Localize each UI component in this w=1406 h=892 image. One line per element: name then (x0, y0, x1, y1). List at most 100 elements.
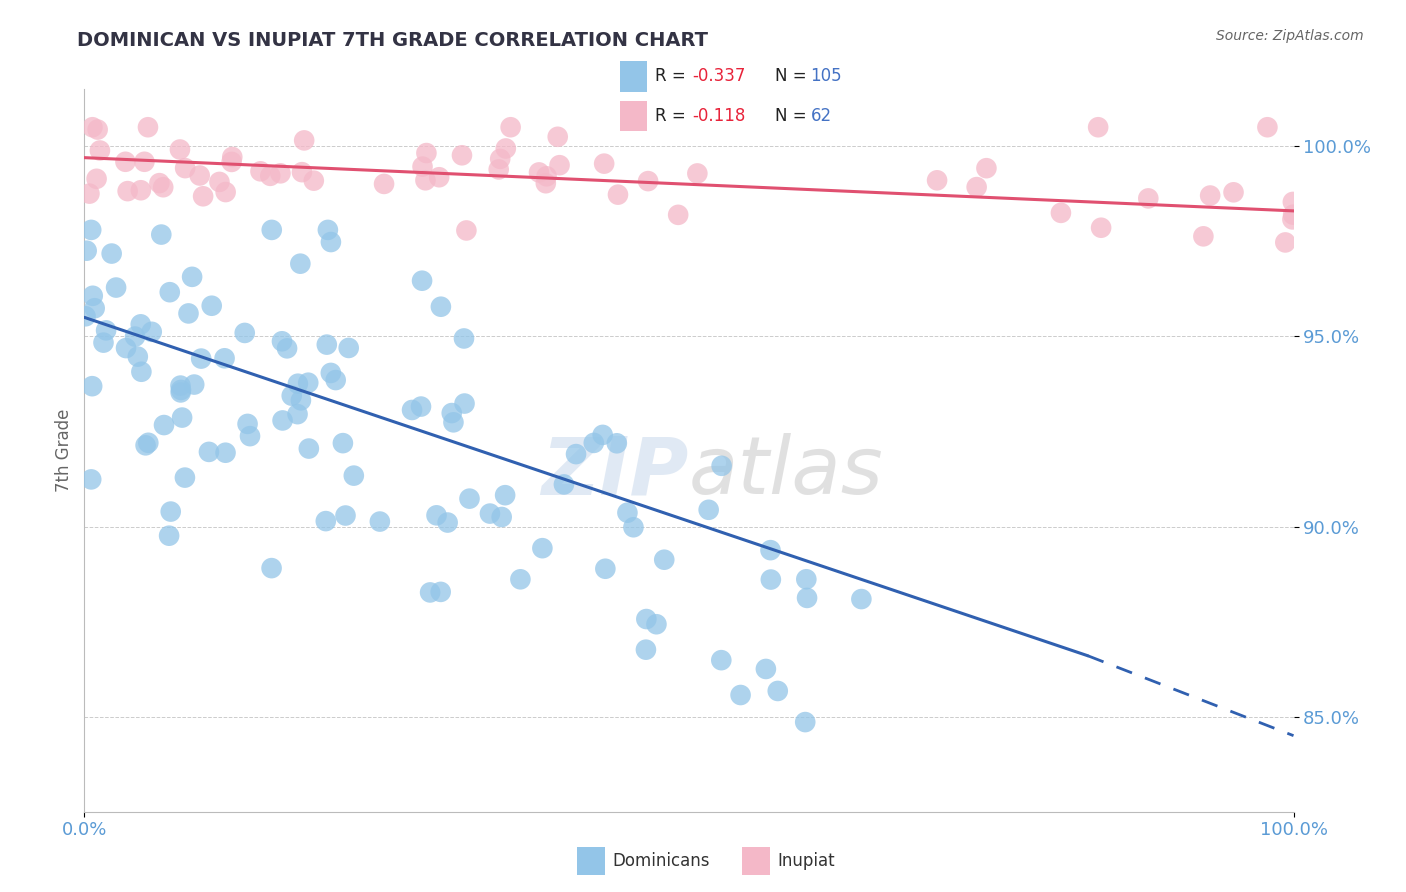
Point (93, 335, 115, 350)
Point (276, 342, 298, 356)
Point (851, 592, 873, 607)
Point (221, 150, 243, 164)
Point (174, 470, 197, 484)
Point (337, 341, 360, 355)
Point (335, 508, 357, 523)
Point (174, 161, 197, 175)
Point (499, 120, 522, 135)
Point (80, 472, 103, 486)
Point (269, 166, 291, 180)
Point (214, 185, 236, 199)
Point (429, 585, 451, 599)
Point (183, 377, 205, 392)
Point (271, 334, 294, 349)
Point (260, 561, 283, 575)
Point (115, 341, 138, 355)
Point (425, 508, 447, 523)
Bar (576, 847, 605, 875)
Point (430, 300, 453, 314)
Point (401, 403, 423, 417)
Point (236, 417, 259, 431)
Point (152, 180, 174, 194)
Point (710, 653, 733, 667)
Point (494, 488, 516, 502)
Point (419, 585, 441, 599)
Point (221, 155, 243, 169)
Point (188, 169, 211, 183)
Bar (620, 101, 647, 131)
Point (82, 289, 104, 303)
Point (1090, 220, 1112, 235)
Point (287, 407, 309, 421)
Point (478, 507, 501, 521)
Point (636, 612, 658, 626)
Point (766, 684, 789, 698)
Point (100, 246, 122, 260)
Point (136, 435, 159, 450)
Point (458, 491, 481, 506)
Point (75, 310, 97, 324)
Point (1274, 235, 1296, 250)
Point (297, 376, 319, 390)
Point (129, 183, 152, 197)
Text: N =: N = (775, 107, 811, 125)
Point (124, 329, 146, 343)
Point (536, 169, 558, 184)
Point (169, 143, 191, 157)
Point (82, 379, 104, 393)
Point (315, 514, 337, 528)
Point (443, 415, 465, 429)
Point (148, 176, 170, 190)
Point (249, 164, 271, 178)
Bar (742, 847, 770, 875)
Point (94, 323, 117, 337)
Point (491, 510, 513, 524)
Point (177, 306, 200, 320)
Point (172, 410, 194, 425)
Point (436, 516, 458, 530)
Point (637, 174, 659, 188)
Point (83, 301, 105, 316)
Text: -0.337: -0.337 (693, 68, 745, 86)
Point (319, 366, 342, 380)
Y-axis label: 7th Grade: 7th Grade (55, 409, 73, 492)
Point (1050, 206, 1073, 220)
Point (686, 166, 709, 180)
Text: ZIP: ZIP (541, 434, 689, 511)
Point (76, 244, 98, 258)
Point (86, 171, 108, 186)
Point (259, 169, 281, 183)
Point (509, 572, 531, 586)
Point (1192, 229, 1215, 244)
Point (153, 418, 176, 433)
Point (710, 458, 733, 473)
Text: N =: N = (775, 68, 811, 86)
Point (298, 442, 321, 456)
Point (427, 170, 450, 185)
Point (214, 446, 236, 460)
Point (456, 223, 478, 237)
Point (239, 429, 262, 443)
Point (440, 406, 463, 420)
Text: atlas: atlas (689, 434, 884, 511)
Point (796, 591, 818, 605)
Text: Dominicans: Dominicans (613, 852, 710, 871)
Point (531, 541, 554, 556)
Point (489, 152, 512, 166)
Point (1137, 191, 1160, 205)
Point (134, 154, 156, 169)
Point (315, 337, 337, 351)
Point (453, 396, 475, 410)
Point (198, 445, 221, 459)
Point (332, 436, 354, 450)
Point (302, 174, 325, 188)
Point (150, 227, 173, 242)
Text: 105: 105 (810, 68, 842, 86)
Point (201, 299, 224, 313)
Point (1282, 208, 1305, 222)
Point (534, 176, 557, 190)
Point (412, 160, 434, 174)
Point (159, 505, 181, 519)
Point (759, 543, 782, 558)
Point (1281, 212, 1303, 227)
